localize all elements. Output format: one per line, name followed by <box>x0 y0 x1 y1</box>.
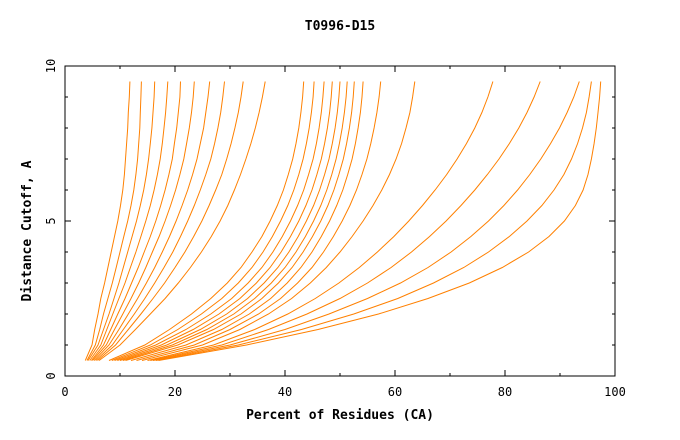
y-axis-label: Distance Cutoff, A <box>20 160 35 301</box>
x-tick-label: 60 <box>388 385 402 399</box>
x-tick-label: 40 <box>278 385 292 399</box>
chart-title: T0996-D15 <box>305 19 375 34</box>
series-line <box>111 81 315 361</box>
series-line <box>158 81 602 361</box>
x-tick-label: 0 <box>61 385 68 399</box>
series-line <box>91 81 181 361</box>
series-line <box>84 81 131 361</box>
series-line <box>130 81 364 361</box>
series-line <box>155 81 592 361</box>
x-tick-label: 100 <box>604 385 626 399</box>
y-tick-label: 10 <box>44 59 58 73</box>
series-line <box>98 81 266 361</box>
x-axis-label: Percent of Residues (CA) <box>246 408 434 423</box>
series-layer <box>84 81 602 361</box>
series-line <box>119 81 341 361</box>
series-line <box>117 81 333 361</box>
series-line <box>87 81 156 361</box>
y-tick-label: 0 <box>44 372 58 379</box>
x-tick-label: 20 <box>168 385 182 399</box>
series-line <box>152 81 580 361</box>
series-line <box>86 81 142 361</box>
series-line <box>89 81 169 361</box>
y-tick-label: 5 <box>44 217 58 224</box>
series-line <box>114 81 325 361</box>
series-line <box>95 81 225 361</box>
ticks-layer: 0 20 40 60 80 100 0 5 10 <box>44 59 626 399</box>
plot-area <box>64 65 616 377</box>
series-line <box>97 81 244 361</box>
x-tick-label: 80 <box>498 385 512 399</box>
series-line <box>141 81 416 361</box>
series-line <box>150 81 541 361</box>
series-line <box>125 81 355 361</box>
series-line <box>136 81 382 361</box>
series-line <box>93 81 211 361</box>
plot-frame <box>64 65 616 377</box>
series-line <box>108 81 305 361</box>
series-line <box>122 81 348 361</box>
series-line <box>92 81 195 361</box>
series-line <box>147 81 494 361</box>
